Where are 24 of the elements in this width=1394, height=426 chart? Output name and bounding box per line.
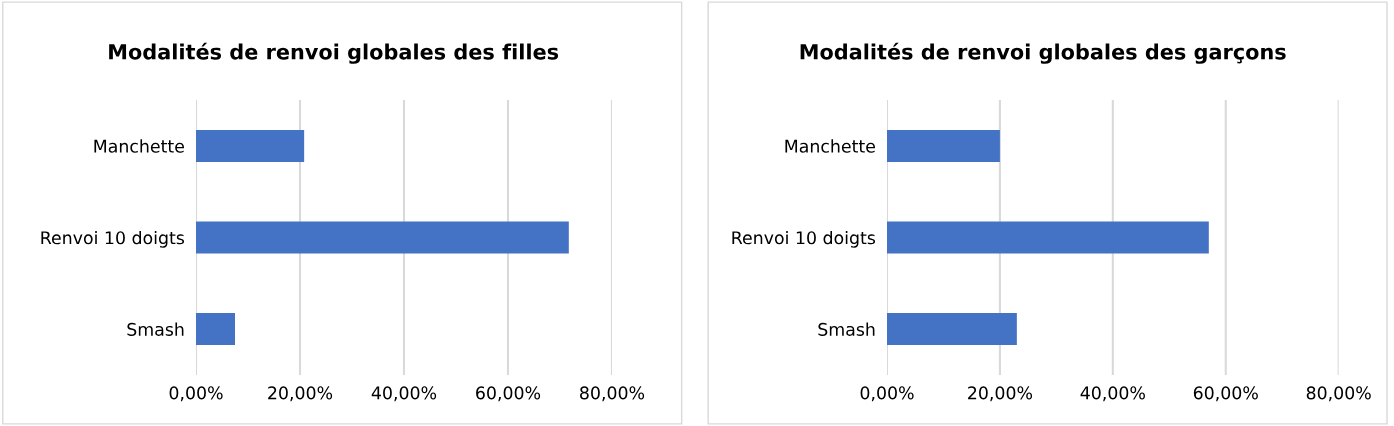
bar [196, 221, 569, 254]
x-tick-label: 0,00% [860, 386, 914, 402]
x-tick-label: 40,00% [371, 386, 437, 402]
chart-title: Modalités de renvoi globales des garçons [800, 42, 1286, 64]
x-tick-label: 60,00% [476, 386, 541, 402]
bar [887, 221, 1209, 254]
chart-title: Modalités de renvoi globales des filles [109, 42, 559, 64]
x-tick-label: 20,00% [268, 386, 333, 402]
bar [887, 313, 1017, 346]
x-tick-label: 80,00% [580, 386, 645, 402]
x-tick-label: 20,00% [968, 386, 1033, 402]
x-tick-label: 0,00% [169, 386, 223, 402]
y-tick-label: Smash [818, 322, 875, 336]
y-tick-label: Renvoi 10 doigts [41, 230, 185, 248]
bar [887, 129, 1000, 162]
x-tick-label: 60,00% [1193, 386, 1258, 402]
bar [196, 129, 305, 162]
y-tick-label: Manchette [94, 139, 184, 153]
y-tick-label: Renvoi 10 doigts [732, 230, 876, 248]
y-tick-label: Smash [127, 322, 184, 336]
bar [196, 313, 235, 346]
x-tick-label: 80,00% [1306, 386, 1371, 402]
x-tick-label: 40,00% [1080, 386, 1145, 402]
y-tick-label: Manchette [785, 139, 875, 153]
